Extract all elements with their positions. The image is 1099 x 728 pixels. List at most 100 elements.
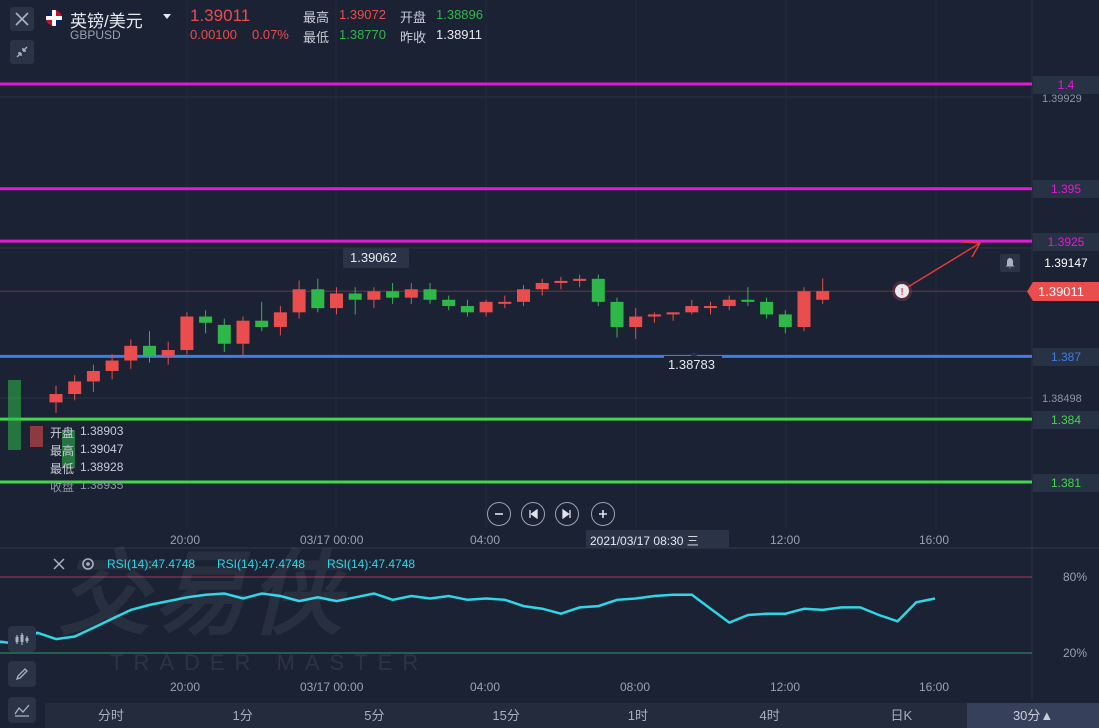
candle-body — [8, 380, 21, 450]
time-tick: 12:00 — [770, 680, 801, 694]
rsi-level-80: 80% — [1063, 570, 1088, 584]
low-label: 最低 — [303, 30, 330, 45]
level-tag-1.381[interactable]: 1.381 — [1033, 474, 1099, 492]
alert-price-tag[interactable]: 1.39147 — [1033, 254, 1099, 272]
open-label: 开盘 — [400, 10, 427, 25]
level-tag-1.384[interactable]: 1.384 — [1033, 411, 1099, 429]
candle-body — [517, 289, 530, 302]
candle-body — [330, 293, 343, 309]
candle-body — [498, 301, 512, 304]
candle-body — [535, 283, 549, 290]
low-value: 1.38770 — [339, 27, 386, 42]
candle-body — [62, 430, 75, 468]
candle-body — [68, 381, 82, 395]
time-tick: 12:00 — [770, 533, 801, 547]
candle-body — [311, 289, 325, 309]
candle-body — [105, 360, 119, 371]
time-tick: 16:00 — [919, 533, 950, 547]
tab-1m[interactable]: 1分 — [232, 708, 253, 723]
candle-body — [573, 278, 587, 281]
chevron-down-icon[interactable] — [163, 14, 171, 19]
info-dot — [895, 284, 909, 298]
ci-close-value: 1.38935 — [80, 478, 124, 492]
candle-body — [143, 345, 156, 357]
candle-body — [591, 278, 605, 302]
time-tick: 04:00 — [470, 680, 501, 694]
tab-4h[interactable]: 4时 — [759, 708, 780, 723]
collapse-button[interactable] — [10, 40, 34, 64]
skip-back-icon — [529, 509, 538, 519]
candle-body — [460, 306, 474, 313]
tab-30m[interactable]: 30分▲ — [967, 703, 1099, 728]
tab-15m[interactable]: 15分 — [492, 708, 520, 723]
jump-start-button[interactable] — [521, 502, 545, 526]
tab-daily[interactable]: 日K — [890, 708, 913, 723]
price-change: 0.00100 — [190, 27, 237, 42]
skip-forward-icon — [562, 509, 571, 519]
indicator-button[interactable] — [8, 626, 36, 652]
current-price-tag-label: 1.39011 — [1038, 284, 1085, 299]
candle-body — [161, 350, 175, 357]
candle-body — [647, 314, 661, 317]
watermark-cn: 交易侠 — [58, 544, 347, 646]
info-icon: ! — [900, 287, 903, 298]
high-label: 最高 — [303, 10, 330, 25]
pair-name[interactable]: 英镑/美元 — [70, 12, 143, 31]
level-tag-1.395[interactable]: 1.395 — [1033, 180, 1099, 198]
time-tick: 03/17 00:00 — [300, 680, 364, 694]
candle-body — [348, 293, 362, 300]
zoom-in-button[interactable] — [591, 502, 615, 526]
candle-body — [180, 316, 194, 351]
ci-low-value: 1.38928 — [80, 460, 124, 474]
candle-body — [86, 370, 100, 382]
candle-body — [666, 312, 680, 315]
draw-button[interactable] — [8, 661, 36, 687]
time-tick: 03/17 00:00 — [300, 533, 364, 547]
ci-open-value: 1.38903 — [80, 424, 124, 438]
tab-timeshare[interactable]: 分时 — [97, 708, 124, 723]
candle-body — [423, 289, 437, 300]
level-tag-1.4[interactable]: 1.4 — [1033, 76, 1099, 94]
trend-arrow-head — [961, 241, 982, 258]
rsi-panel — [0, 576, 1032, 654]
low-marker-label: 1.38783 — [668, 357, 715, 372]
price-tick: 1.39929 — [1042, 93, 1082, 105]
time-tick: 08:00 — [620, 680, 651, 694]
plus-icon — [599, 510, 607, 518]
tab-1h[interactable]: 1时 — [627, 708, 648, 723]
rsi-label: RSI(14):47.4748 — [217, 557, 306, 571]
jump-end-button[interactable] — [555, 502, 579, 526]
tab-5m[interactable]: 5分 — [364, 708, 385, 723]
current-price: 1.39011 — [190, 6, 251, 25]
ci-open-label: 开盘 — [50, 426, 75, 440]
pair-code: GBPUSD — [70, 28, 121, 42]
crosshair-time: 2021/03/17 08:30 三 — [590, 534, 699, 548]
alert-bell-button[interactable] — [1000, 254, 1020, 272]
time-tick: 20:00 — [170, 680, 201, 694]
close-button[interactable] — [10, 7, 34, 31]
rsi-settings-button[interactable] — [80, 556, 96, 572]
level-tag-1.3925[interactable]: 1.3925 — [1033, 233, 1099, 251]
level-tag-1.387[interactable]: 1.387 — [1033, 348, 1099, 366]
candle-body — [236, 320, 250, 344]
rsi-close-button[interactable] — [52, 557, 66, 571]
candle-body — [273, 312, 287, 327]
candle-body — [199, 316, 213, 323]
close-icon — [53, 558, 65, 570]
rsi-line — [0, 592, 936, 646]
candle-body — [442, 299, 456, 307]
minus-icon — [495, 513, 503, 515]
rsi-label: RSI(14):47.4748 — [327, 557, 416, 571]
line-chart-button[interactable] — [8, 697, 36, 723]
ci-low-label: 最低 — [50, 462, 75, 476]
candles-icon — [15, 633, 29, 645]
trend-arrow — [902, 242, 981, 291]
zoom-out-button[interactable] — [487, 502, 511, 526]
time-tick: 20:00 — [170, 533, 201, 547]
high-marker — [343, 248, 409, 268]
watermark-en: TRADER MASTER — [110, 650, 429, 675]
candle-body — [760, 301, 774, 315]
candle-body — [30, 426, 43, 447]
